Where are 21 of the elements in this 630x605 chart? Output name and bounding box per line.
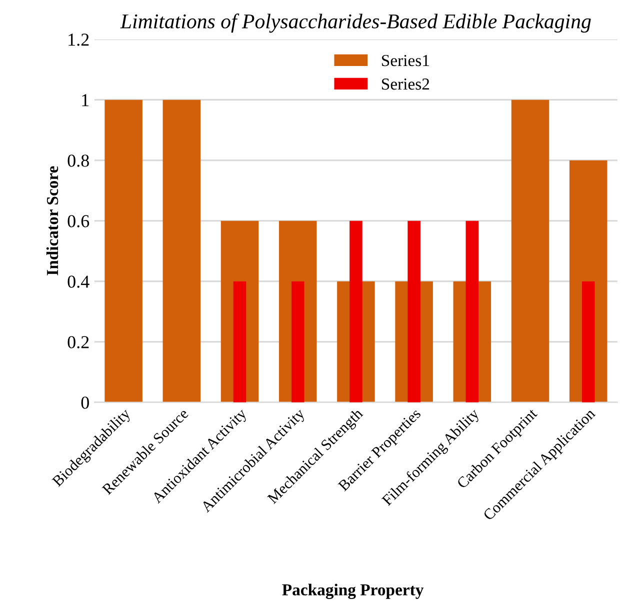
y-tick-label: 0 (81, 396, 89, 409)
bar (350, 220, 362, 402)
y-tick-label: 0.4 (68, 276, 90, 288)
legend-label: Series2 (382, 78, 430, 90)
bar (582, 281, 595, 402)
bar (233, 281, 246, 402)
y-tick-label: 1.2 (68, 34, 89, 46)
bar (408, 220, 420, 402)
bar (162, 100, 201, 402)
chart-title: Limitations of Polysaccharides-Based Edible Packaging (120, 14, 591, 33)
bar (511, 100, 550, 402)
y-tick-label: 0.2 (68, 336, 89, 348)
bar (466, 220, 479, 402)
y-tick-label: 1 (82, 94, 89, 106)
bar (291, 281, 304, 402)
bar (104, 100, 142, 402)
y-tick-label: 0.6 (68, 215, 90, 228)
y-tick-label: 0.8 (68, 154, 89, 167)
x-axis-title: Packaging Property (282, 584, 424, 599)
legend-label: Series1 (382, 54, 429, 66)
y-axis-title: Indicator Score (46, 166, 58, 276)
